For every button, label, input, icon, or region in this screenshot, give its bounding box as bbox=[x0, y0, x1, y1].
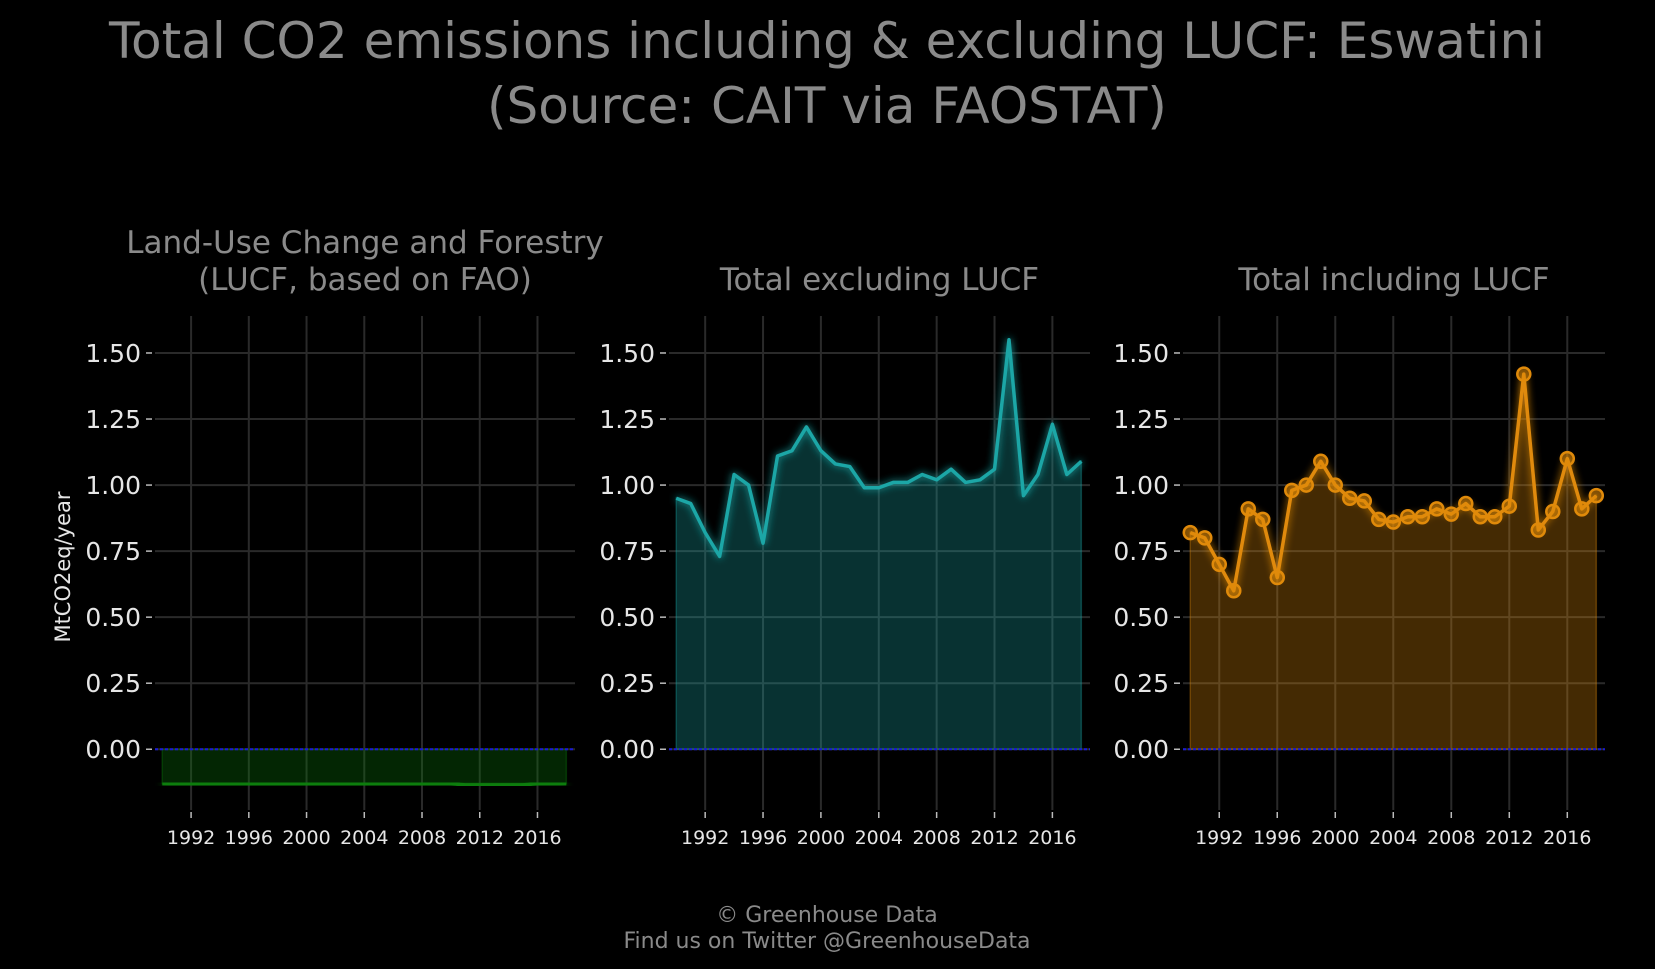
data-point-incl bbox=[1414, 509, 1431, 525]
data-point-incl bbox=[1182, 524, 1199, 541]
data-point-incl bbox=[1574, 501, 1590, 517]
data-point-incl bbox=[1559, 450, 1576, 467]
data-point-incl bbox=[1443, 506, 1460, 522]
data-point-incl bbox=[1400, 509, 1416, 525]
y-tick-label: 0.75 bbox=[599, 537, 655, 566]
y-tick-label: 0.00 bbox=[599, 735, 655, 764]
x-tick-label: 2004 bbox=[1369, 827, 1417, 849]
y-tick-label: 0.25 bbox=[85, 669, 141, 698]
footer-copyright: © Greenhouse Data bbox=[716, 903, 937, 928]
x-tick-label: 2000 bbox=[282, 827, 330, 849]
series-line-excl bbox=[675, 338, 1083, 559]
x-tick-label: 2008 bbox=[398, 827, 446, 849]
panel-title-lucf-2: (LUCF, based on FAO) bbox=[198, 262, 532, 298]
data-point-incl bbox=[1226, 582, 1242, 599]
x-tick-label: 1996 bbox=[1253, 827, 1301, 849]
x-tick-label: 2000 bbox=[1311, 827, 1359, 849]
y-tick-label: 0.50 bbox=[599, 603, 655, 632]
data-point-incl bbox=[1458, 495, 1474, 512]
footer-twitter: Find us on Twitter @GreenhouseData bbox=[623, 929, 1030, 954]
y-tick-label: 1.00 bbox=[1113, 471, 1169, 500]
y-tick-label: 1.00 bbox=[599, 471, 655, 500]
x-tick-label: 2004 bbox=[855, 827, 903, 849]
data-point-incl bbox=[1313, 453, 1329, 470]
data-point-incl bbox=[1371, 511, 1387, 528]
y-tick-label: 1.00 bbox=[85, 471, 141, 500]
x-tick-label: 2016 bbox=[513, 827, 561, 849]
chart-title-line2: (Source: CAIT via FAOSTAT) bbox=[487, 77, 1167, 135]
y-tick-label: 1.50 bbox=[1113, 339, 1169, 368]
chart-title-line1: Total CO2 emissions including & excludin… bbox=[108, 12, 1545, 70]
series-line-lucf bbox=[162, 781, 567, 787]
data-point-incl bbox=[1530, 522, 1547, 538]
x-tick-label: 2008 bbox=[912, 827, 960, 849]
data-point-incl bbox=[1588, 487, 1605, 504]
panel-lucf: Land-Use Change and Forestry(LUCF, based… bbox=[85, 225, 603, 849]
x-tick-label: 2016 bbox=[1543, 827, 1591, 849]
data-point-incl bbox=[1255, 511, 1271, 528]
x-tick-label: 2012 bbox=[970, 827, 1018, 849]
data-point-incl bbox=[1545, 503, 1561, 520]
x-tick-label: 1992 bbox=[681, 827, 729, 849]
data-point-incl bbox=[1342, 490, 1358, 507]
panel-excl: Total excluding LUCF 0.00 0.25 0.50 0.75 1.00… bbox=[599, 262, 1090, 849]
data-point-incl bbox=[1298, 477, 1315, 493]
y-tick-label: 0.25 bbox=[599, 669, 655, 698]
data-point-incl bbox=[1501, 498, 1518, 514]
y-tick-label: 1.25 bbox=[599, 405, 655, 434]
x-tick-label: 2004 bbox=[340, 827, 388, 849]
data-point-incl bbox=[1429, 501, 1445, 517]
y-tick-label: 1.50 bbox=[599, 339, 655, 368]
data-point-incl bbox=[1472, 509, 1489, 525]
y-tick-label: 0.25 bbox=[1113, 669, 1169, 698]
data-point-incl bbox=[1327, 477, 1344, 493]
y-tick-label: 0.00 bbox=[1113, 735, 1169, 764]
panels: Land-Use Change and Forestry(LUCF, based… bbox=[85, 225, 1605, 849]
y-tick-label: 0.75 bbox=[1113, 537, 1169, 566]
x-tick-label: 2012 bbox=[456, 827, 504, 849]
x-tick-label: 1996 bbox=[225, 827, 273, 849]
data-point-incl bbox=[1197, 530, 1213, 546]
y-axis-label: MtCO2eq/year bbox=[51, 491, 75, 642]
panel-title-incl-1: Total including LUCF bbox=[1237, 262, 1549, 298]
data-point-incl bbox=[1385, 514, 1402, 530]
y-tick-label: 1.25 bbox=[85, 405, 141, 434]
data-point-incl bbox=[1211, 556, 1228, 573]
y-tick-label: 0.75 bbox=[85, 537, 141, 566]
data-point-incl bbox=[1240, 501, 1257, 517]
panel-title-lucf-1: Land-Use Change and Forestry bbox=[126, 225, 604, 261]
y-tick-label: 1.25 bbox=[1113, 405, 1169, 434]
x-tick-label: 2016 bbox=[1028, 827, 1076, 849]
data-point-incl bbox=[1284, 482, 1300, 499]
data-point-incl bbox=[1516, 366, 1532, 382]
data-point-incl bbox=[1487, 509, 1503, 525]
x-tick-label: 1992 bbox=[167, 827, 215, 849]
y-tick-label: 0.50 bbox=[1113, 603, 1169, 632]
panel-incl: Total including LUCF 0.00 0.25 0.50 0.75 1.00… bbox=[1113, 262, 1605, 849]
x-tick-label: 2012 bbox=[1485, 827, 1533, 849]
y-tick-label: 1.50 bbox=[85, 339, 141, 368]
x-tick-label: 1996 bbox=[739, 827, 787, 849]
y-tick-label: 0.00 bbox=[85, 735, 141, 764]
data-point-incl bbox=[1356, 493, 1373, 509]
panel-title-excl-1: Total excluding LUCF bbox=[719, 262, 1039, 298]
area-fill-lucf bbox=[161, 748, 568, 786]
x-tick-label: 2000 bbox=[797, 827, 845, 849]
data-point-incl bbox=[1269, 569, 1286, 586]
x-tick-label: 1992 bbox=[1195, 827, 1243, 849]
x-tick-label: 2008 bbox=[1427, 827, 1475, 849]
y-tick-label: 0.50 bbox=[85, 603, 141, 632]
